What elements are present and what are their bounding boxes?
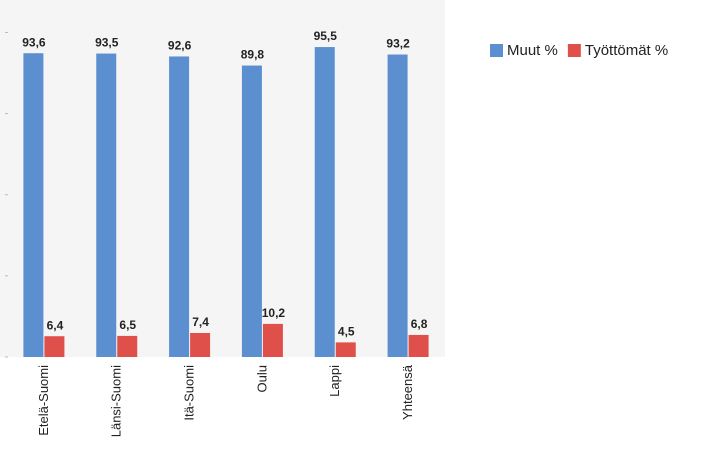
x-tick-label: Itä-Suomi [182,365,197,421]
value-label: 93,2 [386,37,410,51]
bar [117,335,138,357]
x-tick-label: Etelä-Suomi [36,365,51,436]
value-label: 92,6 [168,39,192,53]
bar [314,47,335,358]
x-tick-label: Oulu [254,365,269,392]
x-tick-label: Länsi-Suomi [109,365,124,437]
bar [262,323,283,357]
bar [96,53,117,358]
bar [408,334,429,357]
value-label: 89,8 [241,48,265,62]
bar [241,65,262,358]
value-label: 93,5 [95,36,119,50]
value-label: 6,8 [411,317,428,331]
bar [190,332,211,357]
value-label: 4,5 [338,325,355,339]
value-label: 93,6 [22,35,46,49]
bar [23,53,44,357]
value-label: 6,5 [119,318,136,332]
value-label: 6,4 [47,318,64,332]
bar [387,54,408,358]
value-label: 95,5 [314,29,338,43]
legend-label: Muut % [507,42,558,59]
legend-label: Työttömät % [585,42,668,59]
value-label: 10,2 [262,306,286,320]
x-tick-label: Lappi [327,365,342,397]
legend-swatch [567,44,581,57]
bar [169,56,190,357]
bar [335,342,356,357]
value-label: 7,4 [192,315,209,329]
legend-swatch [490,44,503,57]
bar [44,336,65,357]
x-tick-label: Yhteensä [400,364,415,420]
plot-area [0,0,445,357]
